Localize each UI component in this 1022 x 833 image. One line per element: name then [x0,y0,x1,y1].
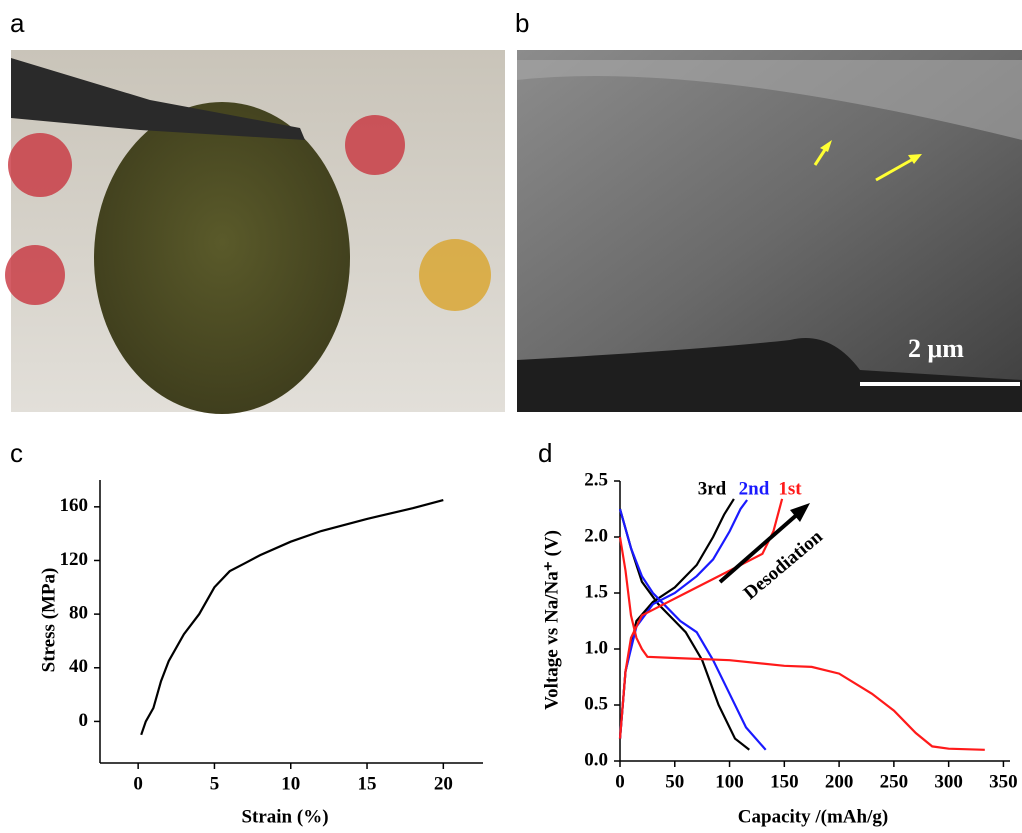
chart-d: 0 50 100 150 200 250 300 350 0.0 0.5 1.0 1.5 2.0 2.5 C… [541,469,1017,827]
y-tick-label: 2.5 [584,469,608,490]
x-tick-label: 0 [133,773,143,794]
panel-label: b [515,8,529,38]
y-tick-label: 0.5 [584,693,608,714]
annotation: Desodiation [740,526,827,604]
panel-label: d [538,438,552,468]
x-tick-label: 350 [989,771,1018,792]
x-tick-label: 5 [210,773,220,794]
y-tick-label: 160 [60,495,89,516]
y-tick-label: 40 [69,656,88,677]
y-tick-label: 120 [60,549,89,570]
legend-label: 1st [778,478,802,499]
photo-sem: 2 μm [517,50,1022,412]
x-tick-label: 50 [665,771,684,792]
figure: a b c d 2 μm 0510152004080120160Strain (… [0,0,1022,833]
y-axis-label: Voltage vs Na/Na⁺ (V) [541,530,562,710]
scale-bar-label: 2 μm [908,334,964,363]
y-axis-label: Stress (MPa) [38,568,59,673]
y-tick-label: 2.0 [584,525,608,546]
x-tick-label: 200 [825,771,854,792]
chart-c: 0 5 10 15 20 0 40 80 120 160 Strain (%) Stress (MPa… [38,480,483,827]
x-tick-label: 150 [770,771,799,792]
y-tick-label: 0 [79,710,89,731]
x-tick-label: 10 [281,773,300,794]
y-tick-label: 0.0 [584,749,608,770]
y-tick-label: 80 [69,602,88,623]
legend-label: 2nd [739,478,770,499]
x-tick-label: 100 [715,771,744,792]
x-tick-label: 20 [434,773,453,794]
y-tick-label: 1.5 [584,581,608,602]
x-tick-label: 250 [880,771,909,792]
panel-label: c [10,438,23,468]
series-line [620,500,766,750]
x-axis-label: Capacity /(mAh/g) [738,806,888,827]
series-line [141,500,443,735]
panel-label: a [10,8,25,38]
x-tick-label: 0 [615,771,625,792]
x-tick-label: 15 [358,773,377,794]
legend-label: 3rd [698,478,727,499]
x-tick-label: 300 [934,771,963,792]
photo-film [5,50,505,414]
x-axis-label: Strain (%) [241,806,328,827]
y-tick-label: 1.0 [584,637,608,658]
